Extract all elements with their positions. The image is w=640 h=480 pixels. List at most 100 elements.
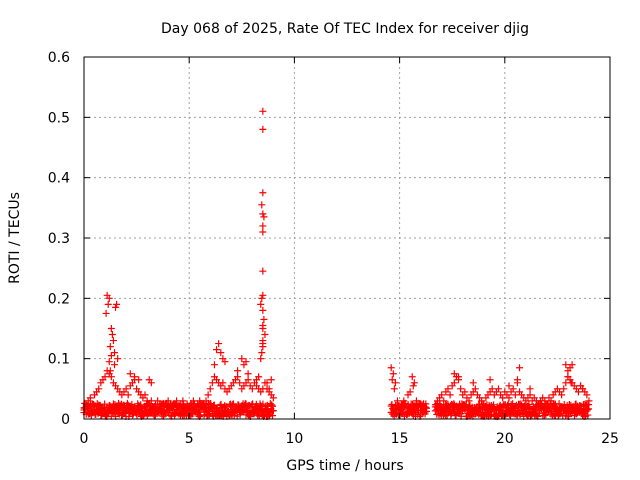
data-point-band xyxy=(423,407,431,415)
data-point xyxy=(260,213,268,221)
data-point xyxy=(562,361,570,369)
data-point xyxy=(122,385,130,393)
data-point xyxy=(217,349,225,357)
y-tick-label: 0.1 xyxy=(48,352,70,368)
data-point xyxy=(511,391,519,399)
data-point xyxy=(105,358,113,366)
data-point xyxy=(560,385,568,393)
data-point xyxy=(455,373,463,381)
data-point xyxy=(499,394,507,402)
data-point-band xyxy=(509,400,517,408)
data-point xyxy=(469,379,477,387)
data-point xyxy=(113,300,121,308)
data-point xyxy=(108,331,116,339)
data-point xyxy=(107,352,115,360)
data-point-band xyxy=(462,401,470,409)
data-point-band xyxy=(204,411,212,419)
data-point xyxy=(505,382,513,390)
data-point xyxy=(208,379,216,387)
data-point xyxy=(263,379,271,387)
data-point xyxy=(154,397,162,405)
data-point xyxy=(393,397,401,405)
data-point xyxy=(387,364,395,372)
data-point xyxy=(236,379,244,387)
data-point-band xyxy=(585,405,593,413)
data-point xyxy=(88,400,96,408)
x-tick-label: 25 xyxy=(601,431,619,447)
data-point-band xyxy=(269,407,277,415)
data-point xyxy=(259,228,267,236)
data-point xyxy=(265,385,273,393)
data-point-band xyxy=(555,400,563,408)
data-point xyxy=(391,379,399,387)
data-point-band xyxy=(230,411,238,419)
y-tick-label: 0.5 xyxy=(48,110,70,126)
data-point-band xyxy=(269,412,277,420)
data-point xyxy=(480,400,488,408)
data-point xyxy=(179,397,187,405)
data-point xyxy=(255,373,263,381)
data-point xyxy=(450,370,458,378)
data-point xyxy=(465,397,473,405)
data-point xyxy=(457,385,465,393)
data-point xyxy=(526,391,534,399)
data-point xyxy=(564,373,572,381)
data-point xyxy=(486,376,494,384)
data-point xyxy=(244,370,252,378)
data-point xyxy=(444,385,452,393)
data-point-band xyxy=(422,400,430,408)
data-point xyxy=(259,306,267,314)
data-point xyxy=(105,294,113,302)
data-point xyxy=(248,385,256,393)
axis-ticks xyxy=(83,56,611,420)
data-point xyxy=(259,267,267,275)
x-tick-labels: 0 5 10 15 20 25 xyxy=(80,431,619,447)
data-point xyxy=(258,349,266,357)
data-point xyxy=(568,361,576,369)
x-tick-label: 15 xyxy=(391,431,409,447)
x-tick-label: 5 xyxy=(185,431,194,447)
data-point-band xyxy=(442,412,450,420)
data-point xyxy=(390,385,398,393)
data-point xyxy=(259,321,267,329)
data-point-band xyxy=(261,406,269,414)
grid-lines xyxy=(84,57,610,419)
data-point-band xyxy=(490,401,498,409)
data-point-band xyxy=(250,407,258,415)
y-tick-label: 0 xyxy=(61,412,70,428)
data-point xyxy=(516,364,524,372)
data-point xyxy=(412,397,420,405)
data-point-band xyxy=(233,412,241,420)
data-point xyxy=(431,403,439,411)
data-point xyxy=(213,346,221,354)
data-point xyxy=(396,406,404,414)
data-point-band xyxy=(229,400,237,408)
data-point xyxy=(461,388,469,396)
data-point-band xyxy=(161,410,169,418)
y-tick-label: 0.4 xyxy=(48,171,70,187)
data-point xyxy=(244,376,252,384)
data-point xyxy=(259,189,267,197)
data-point xyxy=(114,355,122,363)
data-point xyxy=(585,397,593,405)
data-point xyxy=(204,391,212,399)
data-point xyxy=(135,376,143,384)
data-point xyxy=(261,331,269,339)
data-point xyxy=(219,379,227,387)
data-point xyxy=(450,379,458,387)
data-point xyxy=(440,397,448,405)
data-point xyxy=(388,376,396,384)
data-point xyxy=(259,340,267,348)
data-point xyxy=(173,397,181,405)
data-point xyxy=(583,391,591,399)
data-point xyxy=(408,373,416,381)
data-point-band xyxy=(504,401,512,409)
data-point xyxy=(409,382,417,390)
data-point xyxy=(106,367,114,375)
data-point xyxy=(130,373,138,381)
x-tick-label: 0 xyxy=(80,431,89,447)
data-point xyxy=(106,343,114,351)
data-point xyxy=(410,379,418,387)
data-point xyxy=(221,358,229,366)
data-point-band xyxy=(137,401,145,409)
